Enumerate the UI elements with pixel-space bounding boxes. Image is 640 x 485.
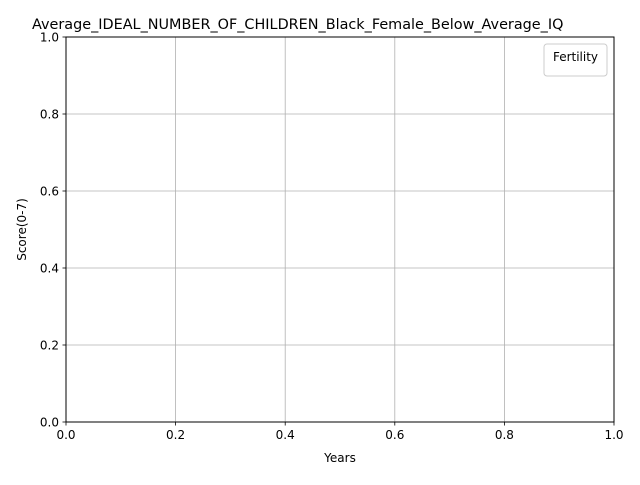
legend: Fertility: [543, 43, 608, 77]
y-tick-label: 0.4: [40, 261, 59, 275]
y-axis: 0.0 0.2 0.4 0.6 0.8 1.0: [40, 30, 66, 429]
grid-lines: [66, 37, 614, 422]
x-axis-label: Years: [323, 451, 356, 465]
x-tick-label: 1.0: [604, 428, 623, 442]
x-tick-label: 0.6: [385, 428, 404, 442]
x-tick-label: 0.0: [56, 428, 75, 442]
chart-title: Average_IDEAL_NUMBER_OF_CHILDREN_Black_F…: [32, 17, 563, 33]
y-tick-label: 0.0: [40, 415, 59, 429]
legend-title: Fertility: [553, 50, 598, 64]
legend-box: [543, 43, 608, 77]
x-tick-label: 0.2: [166, 428, 185, 442]
x-axis: 0.0 0.2 0.4 0.6 0.8 1.0: [56, 422, 624, 442]
y-tick-label: 0.2: [40, 338, 59, 352]
x-tick-label: 0.8: [495, 428, 514, 442]
y-tick-label: 0.6: [40, 184, 59, 198]
x-tick-label: 0.4: [276, 428, 295, 442]
y-tick-label: 0.8: [40, 107, 59, 121]
y-tick-label: 1.0: [40, 30, 59, 44]
y-axis-label: Score(0-7): [15, 198, 29, 261]
plot-area-frame: [65, 36, 615, 423]
